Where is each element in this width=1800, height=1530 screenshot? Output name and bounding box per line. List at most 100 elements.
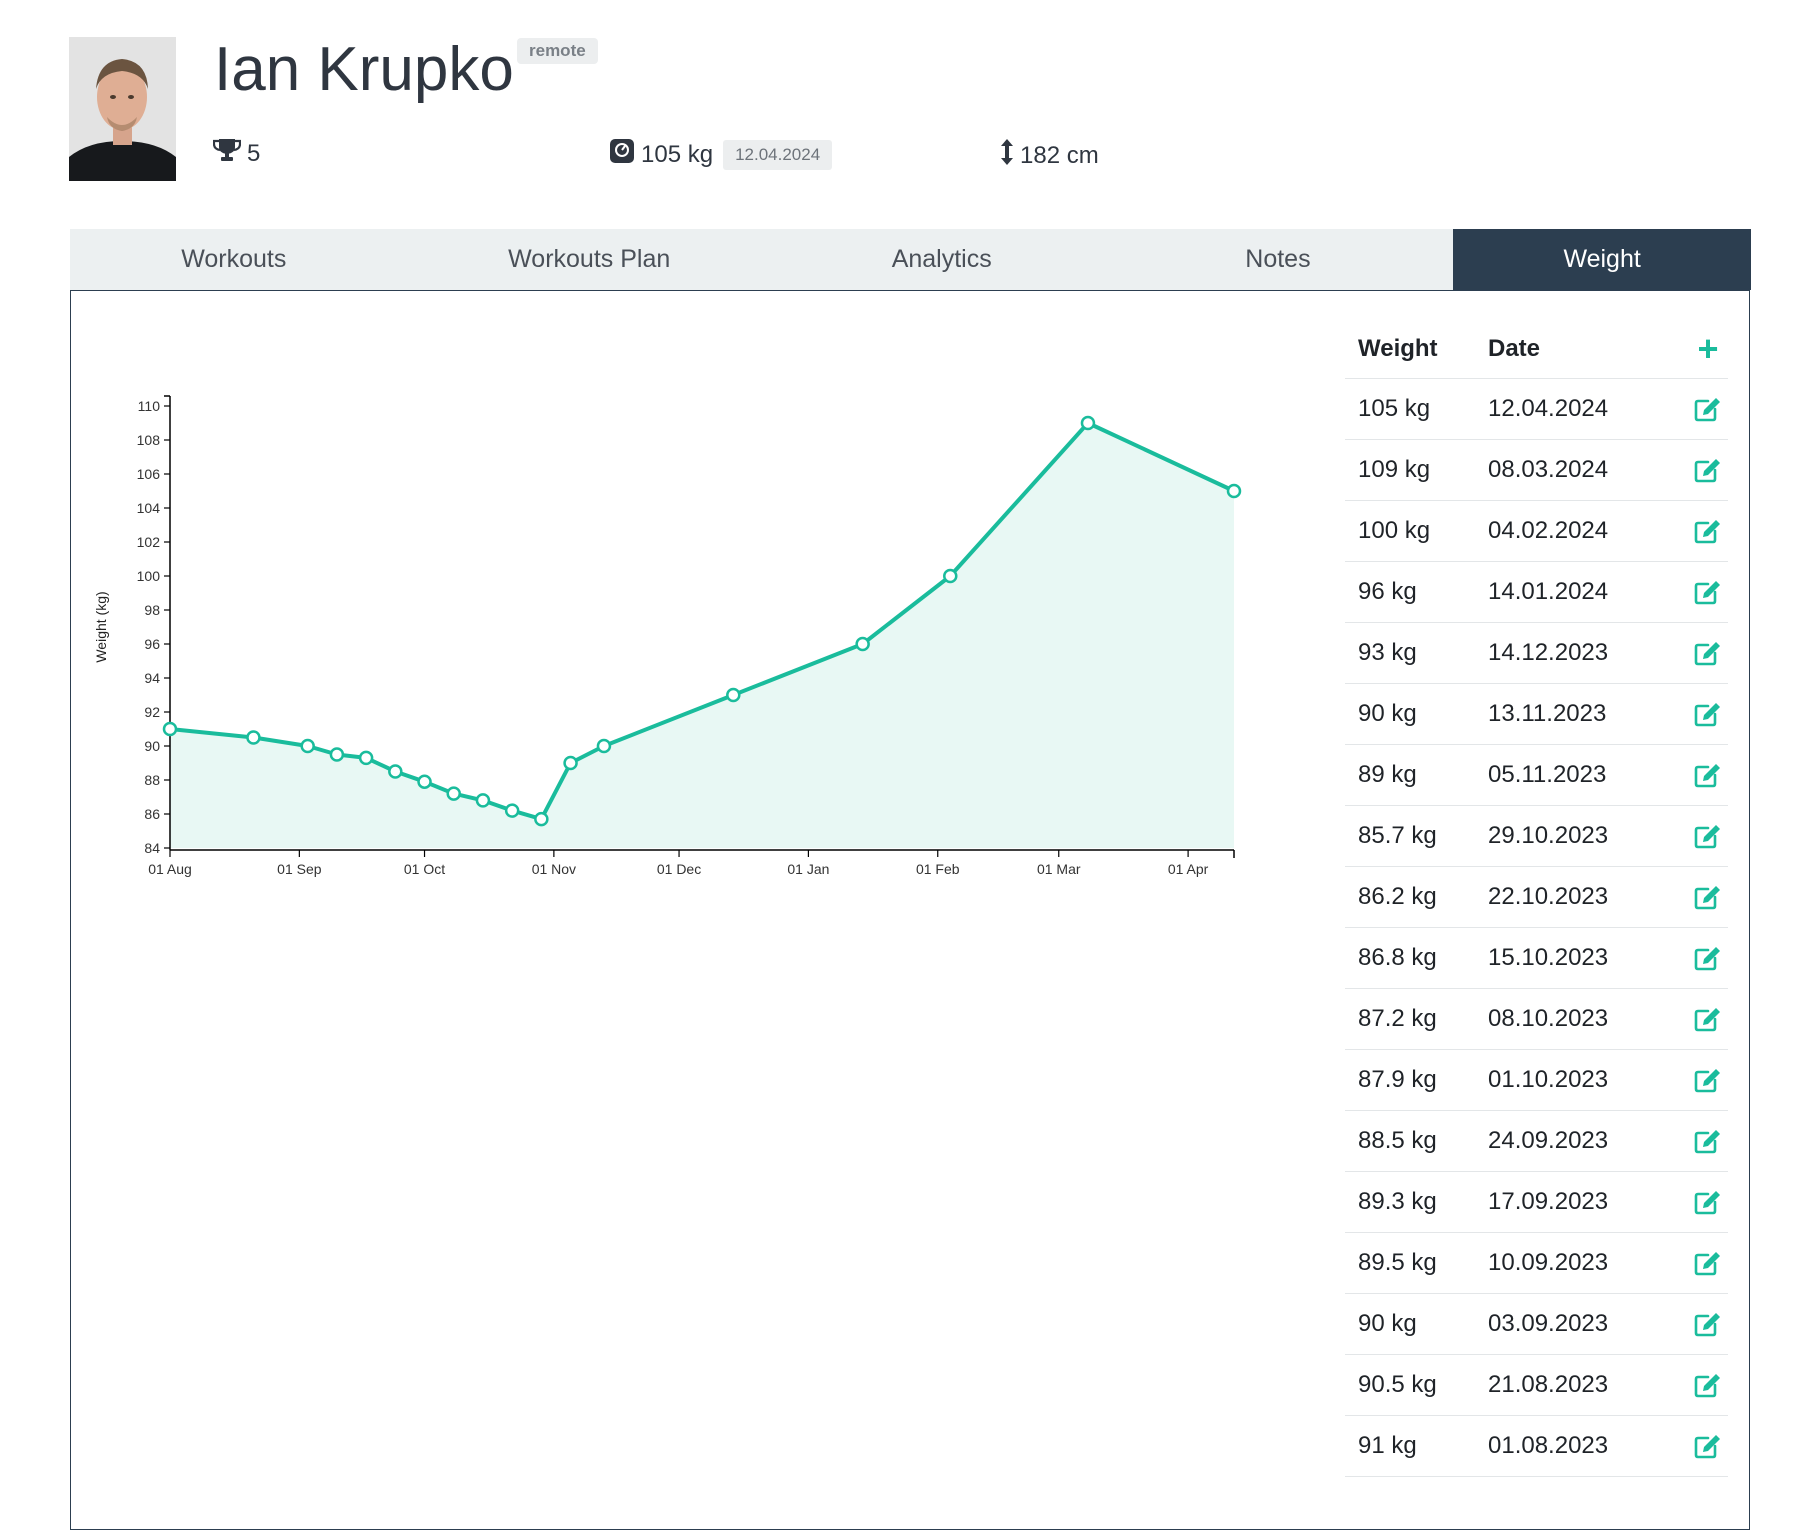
edit-icon[interactable]	[1694, 1067, 1722, 1093]
data-point	[417, 774, 432, 789]
weight-chart: 84 86 88 90 92 94 96 98 100 102 104 106 108 110 01 Aug…	[93, 395, 1242, 877]
row-date: 03.09.2023	[1488, 1310, 1609, 1337]
plus-icon[interactable]: +	[1697, 328, 1719, 369]
avatar	[69, 37, 176, 181]
edit-icon[interactable]	[1694, 762, 1722, 788]
x-tick-label: 01 Dec	[657, 861, 701, 877]
x-tick-label: 01 Oct	[404, 861, 445, 877]
weight-area	[170, 423, 1234, 848]
x-tick-label: 01 Feb	[916, 861, 960, 877]
row-date: 14.01.2024	[1488, 578, 1609, 605]
data-point	[855, 636, 870, 652]
table-row: 109 kg 08.03.2024	[1345, 440, 1728, 501]
data-point	[388, 764, 403, 779]
row-date: 05.11.2023	[1488, 761, 1607, 788]
row-weight: 86.8 kg	[1358, 944, 1437, 971]
y-axis-label: Weight (kg)	[93, 591, 109, 662]
x-tick-label: 01 Mar	[1037, 861, 1081, 877]
y-tick-label: 98	[144, 602, 160, 618]
tab-workouts[interactable]: Workouts	[181, 245, 287, 273]
row-date: 17.09.2023	[1488, 1188, 1609, 1215]
edit-icon[interactable]	[1694, 1006, 1722, 1032]
row-weight: 90 kg	[1358, 1310, 1417, 1337]
row-weight: 90.5 kg	[1358, 1371, 1437, 1398]
data-point	[563, 755, 578, 771]
y-tick-label: 100	[137, 568, 161, 584]
tab-analytics[interactable]: Analytics	[891, 245, 992, 273]
edit-icon[interactable]	[1694, 579, 1722, 605]
tab-notes[interactable]: Notes	[1245, 245, 1311, 273]
x-tick-label: 01 Jan	[787, 861, 829, 877]
edit-icon[interactable]	[1694, 823, 1722, 849]
row-date: 24.09.2023	[1488, 1127, 1609, 1154]
row-weight: 87.2 kg	[1358, 1005, 1437, 1032]
edit-icon[interactable]	[1694, 396, 1722, 422]
edit-icon[interactable]	[1694, 884, 1722, 910]
y-tick-label: 90	[144, 738, 160, 754]
x-tick-label: 01 Apr	[1168, 861, 1209, 877]
header-weight: Weight	[1358, 335, 1438, 362]
y-tick-label: 96	[144, 636, 160, 652]
row-date: 01.10.2023	[1488, 1066, 1609, 1093]
table-row: 96 kg 14.01.2024	[1345, 562, 1728, 623]
edit-icon[interactable]	[1694, 701, 1722, 727]
table-row: 89.5 kg 10.09.2023	[1345, 1233, 1728, 1294]
row-weight: 109 kg	[1358, 456, 1431, 483]
table-row: 88.5 kg 24.09.2023	[1345, 1111, 1728, 1172]
table-row: 89 kg 05.11.2023	[1345, 745, 1728, 806]
table-row: 89.3 kg 17.09.2023	[1345, 1172, 1728, 1233]
data-point	[446, 786, 461, 801]
remote-badge: remote	[517, 38, 598, 64]
data-point	[726, 687, 741, 703]
table-row: 86.8 kg 15.10.2023	[1345, 928, 1728, 989]
table-row: 91 kg 01.08.2023	[1345, 1416, 1728, 1477]
edit-icon[interactable]	[1694, 518, 1722, 544]
edit-icon[interactable]	[1694, 457, 1722, 483]
tab-workouts-plan[interactable]: Workouts Plan	[508, 245, 671, 273]
edit-icon[interactable]	[1694, 640, 1722, 666]
row-weight: 89.3 kg	[1358, 1188, 1437, 1215]
table-row: 85.7 kg 29.10.2023	[1345, 806, 1728, 867]
tab-bar: Workouts Workouts Plan Analytics Notes W…	[70, 229, 1752, 290]
data-point	[1080, 415, 1096, 431]
row-date: 14.12.2023	[1488, 639, 1609, 666]
row-date: 13.11.2023	[1488, 700, 1607, 727]
row-date: 29.10.2023	[1488, 822, 1609, 849]
edit-icon[interactable]	[1694, 1189, 1722, 1215]
height-stat: 182 cm	[1000, 138, 1099, 173]
row-date: 21.08.2023	[1488, 1371, 1609, 1398]
tab-weight[interactable]: Weight	[1453, 229, 1752, 290]
row-weight: 91 kg	[1358, 1432, 1417, 1459]
edit-icon[interactable]	[1694, 1372, 1722, 1398]
row-weight: 100 kg	[1358, 517, 1431, 544]
header-date: Date	[1488, 335, 1541, 362]
row-date: 15.10.2023	[1488, 944, 1609, 971]
y-tick-label: 110	[138, 398, 161, 414]
weight-table: Weight Date + 105 kg 12.04.2024 109 kg 08.0…	[1345, 320, 1728, 1477]
edit-icon[interactable]	[1694, 1128, 1722, 1154]
row-weight: 105 kg	[1358, 395, 1431, 422]
table-row: 105 kg 12.04.2024	[1345, 379, 1728, 440]
trophy-icon	[212, 138, 242, 169]
x-tick-label: 01 Sep	[277, 861, 322, 877]
row-date: 10.09.2023	[1488, 1249, 1609, 1276]
y-tick-label: 84	[144, 840, 160, 856]
row-date: 08.10.2023	[1488, 1005, 1609, 1032]
edit-icon[interactable]	[1694, 1311, 1722, 1337]
x-tick-label: 01 Aug	[148, 861, 192, 877]
data-point	[475, 793, 491, 808]
row-weight: 89.5 kg	[1358, 1249, 1437, 1276]
data-point	[1226, 483, 1242, 499]
row-weight: 86.2 kg	[1358, 883, 1437, 910]
height-value: 182 cm	[1020, 141, 1099, 169]
table-row: 93 kg 14.12.2023	[1345, 623, 1728, 684]
edit-icon[interactable]	[1694, 1250, 1722, 1276]
row-date: 22.10.2023	[1488, 883, 1609, 910]
edit-icon[interactable]	[1694, 945, 1722, 971]
row-date: 08.03.2024	[1488, 456, 1609, 483]
row-weight: 89 kg	[1358, 761, 1417, 788]
edit-icon[interactable]	[1694, 1433, 1722, 1459]
table-row: 90 kg 13.11.2023	[1345, 684, 1728, 745]
row-date: 01.08.2023	[1488, 1432, 1609, 1459]
table-row: 100 kg 04.02.2024	[1345, 501, 1728, 562]
